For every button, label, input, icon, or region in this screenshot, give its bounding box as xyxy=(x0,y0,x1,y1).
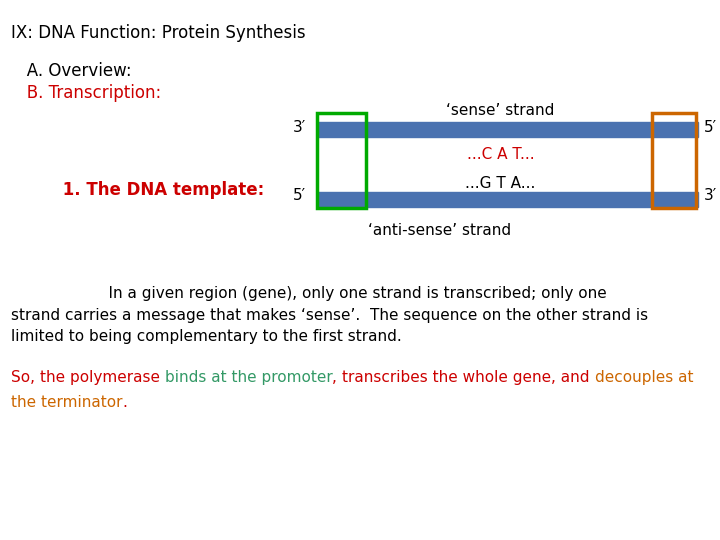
Text: 5′: 5′ xyxy=(704,120,717,135)
Text: In a given region (gene), only one strand is transcribed; only one
strand carrie: In a given region (gene), only one stran… xyxy=(11,286,648,345)
Text: the terminator: the terminator xyxy=(11,395,122,410)
Text: 3′: 3′ xyxy=(293,120,306,135)
Bar xyxy=(317,192,698,207)
Text: binds at the promoter: binds at the promoter xyxy=(165,370,333,385)
Text: 3′: 3′ xyxy=(704,188,717,203)
Text: ‘anti-sense’ strand: ‘anti-sense’ strand xyxy=(368,223,510,238)
Text: IX: DNA Function: Protein Synthesis: IX: DNA Function: Protein Synthesis xyxy=(11,24,305,42)
Text: B. Transcription:: B. Transcription: xyxy=(11,84,161,102)
Bar xyxy=(652,113,696,208)
Text: ...C A T...: ...C A T... xyxy=(467,147,534,163)
Text: 5′: 5′ xyxy=(293,188,306,203)
Text: .: . xyxy=(122,395,127,410)
Text: ,: , xyxy=(333,370,342,385)
Text: , and: , and xyxy=(552,370,595,385)
Bar xyxy=(317,113,366,208)
Text: decouples at: decouples at xyxy=(595,370,693,385)
Text: the polymerase: the polymerase xyxy=(40,370,165,385)
Text: transcribes the whole gene: transcribes the whole gene xyxy=(342,370,552,385)
Text: A. Overview:: A. Overview: xyxy=(11,62,132,80)
Text: 1. The DNA template:: 1. The DNA template: xyxy=(11,181,264,199)
Text: ‘sense’ strand: ‘sense’ strand xyxy=(446,103,554,118)
Text: ...G T A...: ...G T A... xyxy=(465,176,536,191)
Text: So,: So, xyxy=(11,370,40,385)
Bar xyxy=(317,122,698,137)
